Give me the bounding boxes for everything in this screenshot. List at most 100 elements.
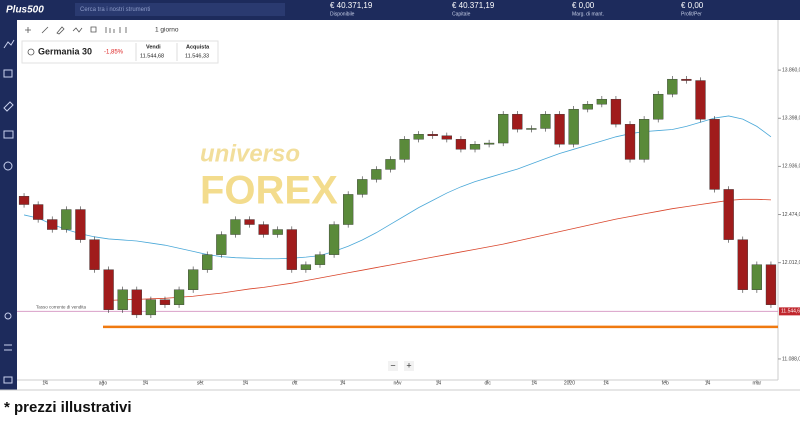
logo: Plus500 [6,5,44,16]
candle-body [328,224,340,255]
x-tick-label: 14 [42,380,48,386]
y-tick-label: 13.398,0 [782,116,800,122]
zoom-in-label[interactable]: + [406,360,411,370]
x-tick-label: feb [662,380,669,386]
x-tick-label: dic [484,380,491,386]
candle-body [18,195,30,205]
x-tick-label: 14 [436,380,442,386]
info-icon[interactable] [27,48,35,56]
icon-theme[interactable] [4,312,12,320]
tool-candles[interactable] [105,27,115,33]
candle-body [498,113,509,144]
candle-body [427,134,438,136]
candle-body [624,124,636,160]
candle-body [314,254,326,265]
x-tick-label: 14 [705,380,711,386]
candle-body [371,169,382,180]
candle-body [512,113,523,130]
sell-price[interactable]: 11.544,68 [140,53,164,59]
candle-body [723,189,734,240]
y-tick-label: 12.012,0 [782,260,800,266]
stat-value: € 0,00 [572,1,595,10]
footer-note: * prezzi illustrativi [4,399,132,416]
instrument-card [21,40,219,64]
icon-chat[interactable] [3,376,13,384]
instrument-name: Germania 30 [38,46,92,56]
icon-case[interactable] [3,130,14,139]
price-badge [779,307,800,316]
candle-body [596,98,607,105]
x-tick-label: 14 [340,380,346,386]
candle-body [413,134,424,140]
candle-body [75,209,86,240]
icon-portfolio[interactable] [3,69,13,78]
y-tick-label: 11.088,0 [782,356,800,362]
icon-chart[interactable] [3,39,15,49]
candle-body [286,229,297,270]
candle-body [272,229,283,235]
x-tick-label: mar [753,380,762,386]
candle-body [202,254,213,270]
candle-body [653,93,664,120]
buy-price[interactable]: 11.546,33 [185,53,209,59]
y-tick-label: 12.936,0 [782,164,800,170]
candle-body [610,98,622,125]
chart: 11.088,0 12.012,0 12.474,0 12.936,0 13.398,0… [17,20,800,386]
x-tick-label: ott [292,380,298,386]
candle-body [455,139,467,150]
candle-body [483,142,495,145]
candle-body [526,128,537,130]
x-tick-label: 14 [243,380,249,386]
sell-label[interactable]: Vendi [146,44,161,50]
moving-average [23,115,772,260]
candle-body [173,289,185,305]
candle-body [89,239,100,270]
icon-info[interactable] [3,161,13,171]
candle-body [61,209,72,230]
candle-body [638,119,650,160]
x-tick-label: 2020 [564,380,575,386]
candle-body [47,219,58,230]
zoom-out-label[interactable]: − [390,360,395,370]
candle-body [188,269,199,290]
search-box[interactable] [75,3,285,16]
candle-body [131,289,142,316]
moving-average [108,198,771,301]
buy-label[interactable]: Acquista [186,44,210,50]
tool-indicator[interactable] [72,27,83,33]
tool-line[interactable] [41,26,49,34]
candle-body [695,80,706,120]
stat-value: € 40.371,19 [452,1,495,10]
candle-body [258,224,269,235]
period-selector[interactable]: 1 giorno [155,27,179,34]
price-badge-label: 11.544,6 [781,309,800,315]
candle-body [709,119,720,190]
candle-body [230,219,241,235]
candle-body [399,139,410,160]
candle-body [216,234,227,255]
candle-body [540,113,551,129]
icon-tag[interactable] [3,101,14,112]
candle-body [145,299,157,316]
zoom-out[interactable] [388,361,398,371]
search-placeholder[interactable]: Cerca tra i nostri strumenti [80,7,150,13]
candle-body [441,135,452,140]
x-tick-label: 14 [142,380,148,386]
candle-body [357,179,368,195]
candle-body [582,103,593,110]
tool-pen[interactable] [56,26,65,35]
x-tick-label: 14 [531,380,537,386]
candle-body [469,144,481,150]
current-price-text: Tasso corrente di vendita [36,305,87,310]
tool-sep[interactable] [119,27,127,33]
candle-body [300,264,312,270]
icon-switch[interactable] [4,344,12,351]
candle-body [103,269,114,310]
x-tick-label: set [197,380,204,386]
tool-compare[interactable] [90,26,97,33]
x-tick-label: nov [393,380,402,386]
tool-cross[interactable] [25,27,31,33]
zoom-in[interactable] [404,361,414,371]
